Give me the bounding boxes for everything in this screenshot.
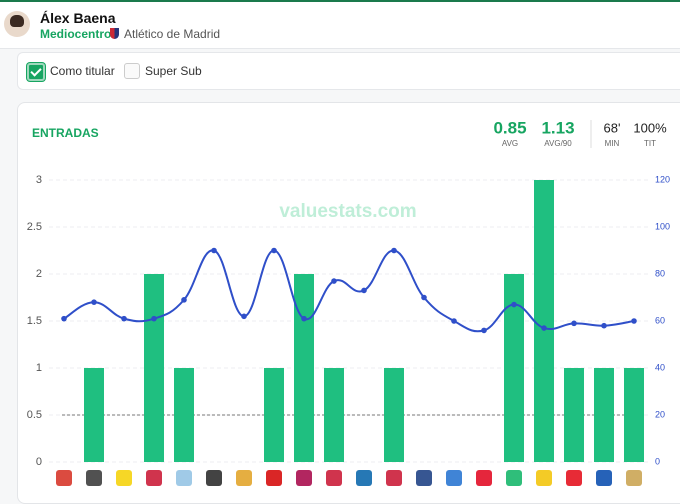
stat-label: TIT (644, 139, 656, 148)
line-point (271, 247, 277, 254)
stat-label: AVG/90 (544, 139, 572, 148)
stat-value: 1.13 (541, 118, 574, 137)
y-tick-label: 0 (36, 456, 42, 468)
line-point (151, 315, 157, 322)
bar (594, 368, 614, 462)
team-icon (56, 470, 72, 486)
team-icon (86, 470, 102, 486)
line-point (571, 320, 577, 327)
line-point (541, 325, 547, 331)
y2-tick-label: 60 (655, 315, 665, 325)
top-bar (0, 0, 680, 2)
bar (264, 368, 284, 462)
team-icon (356, 470, 372, 486)
y2-tick-label: 120 (655, 174, 670, 184)
line-point (481, 327, 487, 334)
line-point (211, 247, 217, 254)
y-tick-label: 2 (36, 268, 42, 280)
team-icon (566, 470, 582, 486)
line-point (361, 287, 367, 294)
line-point (421, 294, 427, 301)
team-icon (296, 470, 312, 486)
y-tick-label: 2.5 (27, 221, 42, 233)
team-icon (626, 470, 642, 486)
team-icon (446, 470, 462, 486)
y-tick-label: 3 (36, 174, 42, 186)
line-point (331, 278, 337, 284)
club-crest (110, 28, 119, 39)
player-header: Álex Baena Mediocentro Atlético de Madri… (0, 2, 680, 49)
line-point (241, 313, 247, 320)
player-name: Álex Baena (40, 10, 116, 26)
line-point (301, 315, 307, 322)
bar (504, 274, 524, 462)
line-point (601, 322, 607, 329)
filters: Como titular Super Sub (17, 52, 680, 90)
bar (324, 368, 344, 462)
y-tick-label: 1 (36, 362, 42, 374)
line-point (181, 297, 187, 303)
line-point (391, 247, 397, 254)
team-icon (146, 470, 162, 486)
team-icon (506, 470, 522, 486)
stat-value: 68' (604, 120, 621, 135)
team-icon (476, 470, 492, 486)
bar (174, 368, 194, 462)
team-icon (596, 470, 612, 486)
bar (564, 368, 584, 462)
player-position: Mediocentro (40, 27, 112, 41)
team-icon (326, 470, 342, 486)
stat-value: 0.85 (493, 118, 526, 137)
starter-label[interactable]: Como titular (50, 64, 115, 78)
avatar (4, 11, 30, 37)
line-point (451, 318, 457, 324)
chart-title: ENTRADAS (32, 126, 99, 140)
y2-tick-label: 20 (655, 409, 665, 419)
line-point (61, 315, 67, 322)
stat-label: AVG (502, 139, 518, 148)
y2-tick-label: 100 (655, 221, 670, 231)
team-icon (206, 470, 222, 486)
team-icon (236, 470, 252, 486)
y-tick-label: 1.5 (27, 315, 42, 327)
line-point (631, 318, 637, 324)
y-tick-label: 0.5 (27, 409, 42, 421)
team-icon (536, 470, 552, 486)
super-sub-label[interactable]: Super Sub (145, 64, 202, 78)
team-icon (176, 470, 192, 486)
y2-tick-label: 0 (655, 456, 660, 466)
club-name: Atlético de Madrid (124, 27, 221, 41)
y2-tick-label: 40 (655, 362, 665, 372)
line-point (91, 299, 97, 306)
bar (624, 368, 644, 462)
stat-value: 100% (633, 120, 667, 135)
team-icon (416, 470, 432, 486)
team-icon (116, 470, 132, 486)
line-point (121, 315, 127, 322)
y2-tick-label: 80 (655, 268, 665, 278)
bar (294, 274, 314, 462)
team-icon (266, 470, 282, 486)
bar (144, 274, 164, 462)
super-sub-checkbox[interactable] (124, 63, 140, 79)
team-icon (386, 470, 402, 486)
bar (534, 180, 554, 462)
starter-checkbox[interactable] (27, 63, 45, 81)
line-point (511, 301, 517, 308)
bar (84, 368, 104, 462)
bar (384, 368, 404, 462)
stat-label: MIN (605, 139, 620, 148)
watermark: valuestats.com (279, 201, 416, 222)
